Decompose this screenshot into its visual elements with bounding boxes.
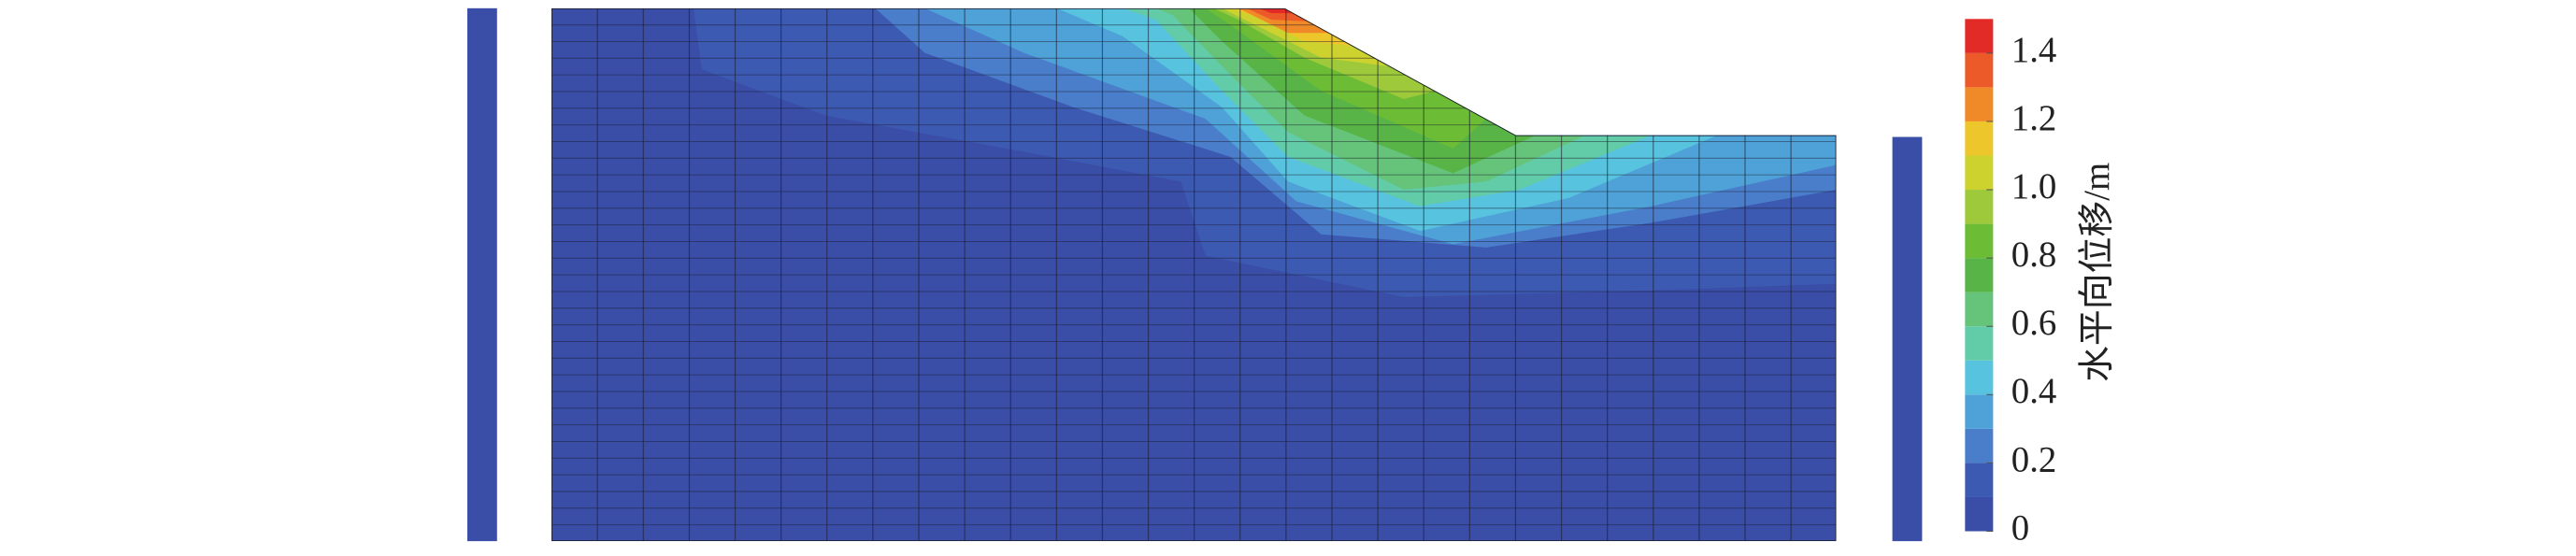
colorbar-band: [1965, 463, 1994, 497]
colorbar-band: [1965, 155, 1994, 191]
colorbar-band: [1965, 52, 1994, 88]
colorbar-tick-label: 1.2: [2011, 98, 2057, 138]
colorbar-band: [1965, 496, 1994, 532]
colorbar-tick-label: 0.4: [2011, 371, 2057, 411]
colorbar-band: [1965, 223, 1994, 259]
colorbar-band: [1965, 360, 1994, 395]
colorbar: 0 0.2 0.4 0.6 0.8 1.0 1.2 1.4: [1965, 19, 2056, 548]
contour-region: [1205, 7, 1486, 149]
colorbar-band: [1965, 428, 1994, 463]
colorbar-tick-label: 1.0: [2011, 166, 2057, 207]
contour-region: [1246, 7, 1313, 21]
colorbar-tick-label: 0: [2011, 507, 2029, 548]
colorbar-band: [1965, 19, 1994, 53]
colorbar-label: 水平向位移/m: [2077, 163, 2117, 382]
colorbar-tick-label: 0.6: [2011, 303, 2057, 343]
colorbar-tick-label: 0.8: [2011, 235, 2057, 275]
colorbar-tick-label: 1.4: [2011, 30, 2057, 70]
colorbar-band: [1965, 87, 1994, 121]
colorbar-band: [1965, 190, 1994, 224]
colorbar-band: [1965, 326, 1994, 361]
colorbar-tick-label: 0.2: [2011, 439, 2057, 479]
colorbar-band: [1965, 258, 1994, 292]
mesh: [551, 7, 1837, 542]
colorbar-band: [1965, 292, 1994, 327]
left-pile: [466, 7, 497, 542]
colorbar-band: [1965, 394, 1994, 429]
right-pile: [1892, 136, 1923, 542]
colorbar-band: [1965, 121, 1994, 156]
